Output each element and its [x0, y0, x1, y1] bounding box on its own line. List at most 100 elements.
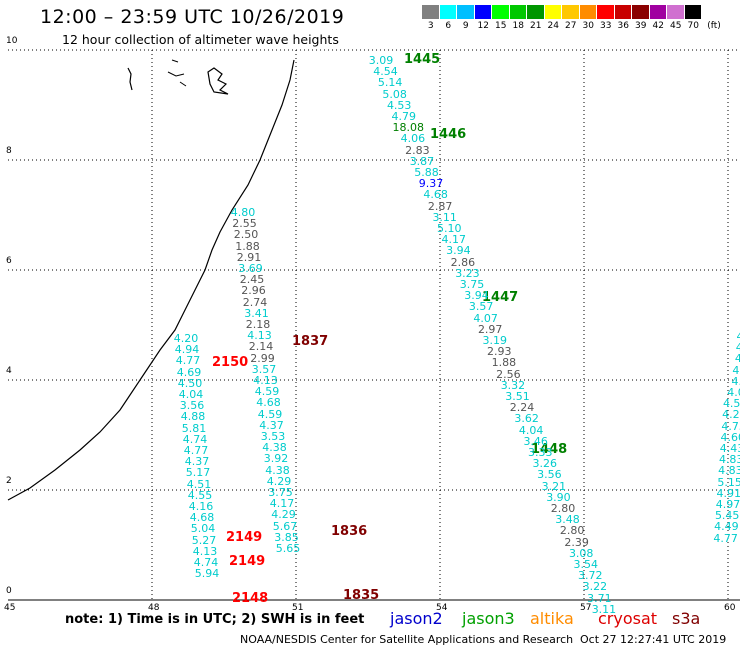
- map-title: 12:00 – 23:59 UTC 10/26/2019: [40, 6, 345, 28]
- pass-time-label: 1837: [292, 334, 329, 349]
- wave-height-value: 4.16: [188, 500, 214, 513]
- scale-swatch: [597, 5, 615, 19]
- wave-height-value: 4.17: [441, 233, 467, 247]
- wave-height-value: 4.79: [391, 110, 417, 123]
- scale-swatch: [422, 5, 440, 19]
- map-subtitle: 12 hour collection of altimeter wave hei…: [62, 32, 339, 47]
- wave-height-value: 5.08: [382, 87, 407, 101]
- wave-height-value: 4: [737, 331, 740, 342]
- island-shape: [167, 59, 187, 87]
- wave-height-value: 5.10: [437, 222, 462, 235]
- wave-height-value: 5.17: [185, 466, 211, 480]
- wave-height-value: 3.87: [409, 154, 435, 168]
- footer-timestamp: Oct 27 12:27:41 UTC 2019: [580, 633, 727, 646]
- graticule: [8, 49, 740, 600]
- scale-swatch: [527, 5, 545, 19]
- wave-height-value: 2.18: [245, 318, 271, 331]
- wave-height-value: 3.08: [568, 546, 594, 560]
- wave-height-value: 2.14: [248, 340, 274, 354]
- wave-height-value: 4.74: [193, 556, 219, 569]
- wave-height-value: 9.37: [418, 177, 444, 191]
- wave-height-value: 5.15: [717, 475, 740, 489]
- wave-height-value: 3.56: [179, 399, 205, 413]
- wave-height-value: 3.62: [514, 412, 539, 426]
- wave-height-value: 4.77: [183, 444, 209, 457]
- scale-label: 15: [495, 21, 507, 31]
- wave-height-value: 2.80: [550, 502, 576, 515]
- wave-height-value: 4.77: [175, 354, 201, 368]
- scale-label: 6: [445, 21, 452, 31]
- wave-height-value: 5.67: [272, 519, 298, 533]
- wave-height-value: 4.27: [722, 408, 740, 422]
- wave-height-value: 4.43: [719, 442, 740, 455]
- wave-height-value: 4.68: [189, 511, 215, 525]
- wave-height-value: 4.13: [253, 374, 278, 387]
- scale-swatch: [474, 5, 492, 19]
- wave-height-value: 4.38: [262, 441, 287, 455]
- scale-swatch: [562, 5, 580, 19]
- scale-swatch: [579, 5, 597, 19]
- wave-height-value: 2.74: [242, 295, 268, 309]
- wave-height-value: 3.75: [459, 278, 485, 291]
- scale-label: 27: [565, 21, 577, 31]
- x-tick-label: 51: [292, 603, 304, 613]
- wave-height-value: 4.74: [182, 432, 208, 446]
- wave-height-value: 4.68: [423, 188, 448, 202]
- wave-height-value: 5.65: [275, 542, 301, 555]
- wave-height-value: 3.51: [505, 390, 530, 403]
- y-tick-label: 2: [6, 476, 12, 486]
- wave-height-value: 2.91: [236, 250, 262, 264]
- wave-height-value: 3.92: [263, 452, 289, 466]
- coastline: [7, 59, 295, 501]
- wave-height-value: 3.75: [268, 486, 293, 499]
- wave-height-value: 3.94: [464, 289, 489, 303]
- wave-height-value: 3.85: [274, 530, 299, 544]
- scale-label: 18: [512, 21, 524, 31]
- y-tick-label: 8: [6, 146, 12, 156]
- scale-swatch: [492, 5, 510, 19]
- wave-height-value: 4.: [731, 374, 740, 388]
- wave-height-value: 4.20: [173, 332, 199, 345]
- wave-height-value: 4.97: [715, 498, 740, 511]
- wave-height-value: 4: [734, 352, 740, 366]
- x-tick-label: 48: [148, 603, 160, 613]
- wave-height-value: 4.54: [373, 65, 398, 79]
- wave-height-value: 4.37: [184, 455, 210, 469]
- island-shape: [207, 67, 229, 95]
- wave-height-value: 4.49: [714, 520, 739, 534]
- legend-altika: altika: [530, 609, 574, 628]
- scale-label: 36: [617, 21, 629, 31]
- y-tick-label: 4: [6, 366, 12, 376]
- wave-height-value: 4.38: [265, 463, 290, 477]
- wave-height-value: 5.88: [414, 166, 439, 179]
- wave-height-value: 3.57: [251, 362, 277, 376]
- x-tick-label: 57: [580, 603, 592, 613]
- island-shape: [127, 67, 133, 91]
- pass-time-label: 2149: [226, 530, 263, 545]
- wave-height-value: 4.07: [473, 311, 498, 325]
- wave-height-value: 4.83: [718, 453, 740, 467]
- wave-height-value: 4.59: [254, 385, 280, 399]
- wave-height-value: 4.53: [722, 397, 740, 411]
- wave-height-value: 3.56: [537, 468, 562, 482]
- scale-label: 9: [462, 21, 469, 31]
- wave-height-value: 4.73: [721, 419, 740, 433]
- scale-swatch: [544, 5, 562, 19]
- scale-swatch: [667, 5, 685, 19]
- wave-height-value: 2.55: [232, 217, 257, 231]
- wave-height-value: 4.55: [187, 488, 213, 502]
- wave-height-value: 4.17: [269, 497, 295, 511]
- wave-height-value: 5.94: [194, 567, 220, 581]
- wave-height-value: 3.71: [587, 591, 612, 605]
- wave-height-value: 4.91: [716, 486, 740, 500]
- wave-height-value: 2.86: [450, 255, 476, 269]
- wave-height-value: 3.19: [482, 334, 508, 347]
- y-tick-label: 0: [6, 586, 12, 596]
- legend-jason2: jason2: [390, 609, 443, 628]
- pass-time-label: 2150: [212, 355, 249, 370]
- wave-height-value: 4.53: [386, 98, 412, 112]
- wave-height-value: 4.13: [192, 544, 218, 558]
- wave-height-value: 3.54: [573, 558, 599, 571]
- wave-height-value: 2.80: [559, 524, 585, 538]
